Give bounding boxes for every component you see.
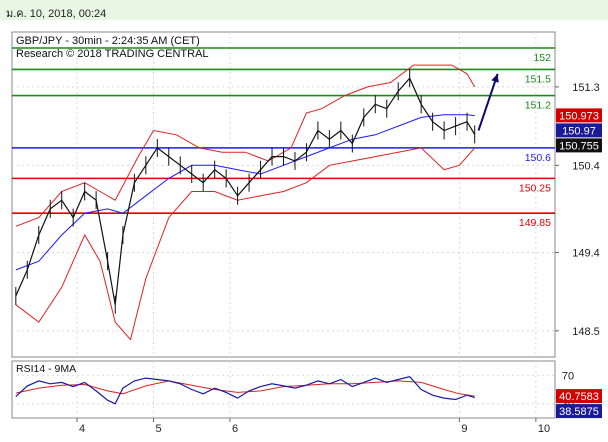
chart-title: GBP/JPY - 30min - 2:24:35 AM (CET) xyxy=(16,35,200,47)
price-badge xyxy=(556,123,602,138)
time-tick-label: 9 xyxy=(461,423,467,435)
bollinger-upper-line xyxy=(15,64,476,227)
price-tick-label: 149.4 xyxy=(572,247,600,259)
rsi-badge xyxy=(556,389,602,404)
price-tick-label: 151.3 xyxy=(572,82,600,94)
level-label: 151.2 xyxy=(525,100,551,112)
moving-average-line xyxy=(15,114,475,271)
level-label: 150.6 xyxy=(525,152,551,164)
price-panel-frame xyxy=(11,31,556,358)
time-tick-label: 6 xyxy=(232,423,238,435)
time-tick-label: 10 xyxy=(538,423,550,435)
forecast-arrow-head xyxy=(491,73,499,83)
forecast-arrow-shaft xyxy=(477,73,499,131)
price-chart: 151.3 150.4 149.4 148.5 4 5 6 9 10 152 151.5 151.2 1… xyxy=(11,31,602,435)
time-tick-label: 4 xyxy=(79,423,85,435)
rsi-badge-label: 40.7583 xyxy=(559,391,599,403)
rsi-ma-line xyxy=(15,380,475,397)
rsi-tick-label: 70 xyxy=(562,370,574,382)
level-label: 150.25 xyxy=(519,182,551,194)
price-badge-label: 150.973 xyxy=(559,110,599,122)
price-badge xyxy=(556,108,602,123)
time-tick-label: 5 xyxy=(155,423,161,435)
price-badge-label: 150.755 xyxy=(559,140,599,152)
datetime-label: ม.ค. 10, 2018, 00:24 xyxy=(6,8,107,20)
status-bar: ม.ค. 10, 2018, 00:24 xyxy=(0,0,608,20)
level-label: 149.85 xyxy=(519,217,551,229)
price-badge xyxy=(556,138,602,153)
price-line xyxy=(15,77,476,305)
rsi-badge-label: 38.5875 xyxy=(559,406,599,418)
level-label: 151.5 xyxy=(525,73,551,85)
price-tick-label: 148.5 xyxy=(572,326,600,338)
rsi-line xyxy=(15,376,475,405)
price-badge-label: 150.97 xyxy=(562,125,596,137)
level-label: 152 xyxy=(533,52,551,64)
chart-subtitle: Research © 2018 TRADING CENTRAL xyxy=(16,48,209,60)
price-tick-label: 150.4 xyxy=(572,160,600,172)
rsi-badge xyxy=(556,404,602,419)
rsi-label: RSI14 - 9MA xyxy=(16,363,76,375)
